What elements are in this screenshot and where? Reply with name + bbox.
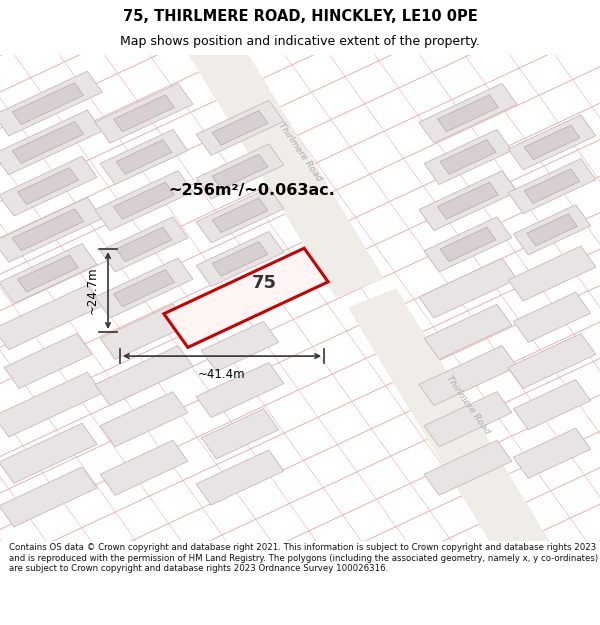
Polygon shape (17, 168, 79, 204)
Polygon shape (508, 159, 596, 214)
Polygon shape (0, 467, 97, 527)
Polygon shape (424, 304, 512, 359)
Polygon shape (437, 182, 499, 219)
Polygon shape (514, 428, 590, 478)
Polygon shape (113, 182, 175, 219)
Polygon shape (13, 121, 83, 163)
Polygon shape (212, 154, 268, 189)
Polygon shape (212, 198, 268, 232)
Polygon shape (212, 242, 268, 276)
Polygon shape (13, 209, 83, 251)
Polygon shape (424, 217, 512, 272)
Polygon shape (212, 111, 268, 145)
Polygon shape (419, 346, 517, 406)
Polygon shape (419, 258, 517, 318)
Text: 75, THIRLMERE ROAD, HINCKLEY, LE10 0PE: 75, THIRLMERE ROAD, HINCKLEY, LE10 0PE (122, 9, 478, 24)
Polygon shape (424, 129, 512, 184)
Polygon shape (419, 171, 517, 231)
Polygon shape (202, 409, 278, 459)
Polygon shape (196, 188, 284, 242)
Polygon shape (0, 285, 102, 349)
Text: ~24.7m: ~24.7m (86, 267, 99, 314)
Polygon shape (13, 82, 83, 124)
Polygon shape (100, 392, 188, 447)
Polygon shape (196, 231, 284, 286)
Polygon shape (196, 275, 284, 330)
Polygon shape (508, 333, 596, 389)
Polygon shape (196, 144, 284, 199)
Text: ~41.4m: ~41.4m (198, 368, 246, 381)
Polygon shape (100, 217, 188, 272)
Polygon shape (100, 129, 188, 184)
Polygon shape (514, 205, 590, 255)
Polygon shape (440, 140, 496, 174)
Polygon shape (524, 125, 580, 159)
Polygon shape (17, 255, 79, 292)
Polygon shape (424, 392, 512, 447)
Polygon shape (196, 101, 284, 156)
Polygon shape (0, 71, 102, 136)
Polygon shape (527, 214, 577, 246)
Polygon shape (186, 31, 384, 298)
Polygon shape (419, 83, 517, 143)
Polygon shape (196, 362, 284, 418)
Polygon shape (196, 450, 284, 505)
Polygon shape (95, 258, 193, 318)
Polygon shape (0, 423, 97, 483)
Polygon shape (514, 379, 590, 430)
Text: Thirlmere Road: Thirlmere Road (445, 374, 491, 436)
Text: Thirlmere Road: Thirlmere Road (277, 121, 323, 183)
Polygon shape (514, 292, 590, 342)
Polygon shape (348, 288, 552, 565)
Polygon shape (0, 110, 102, 175)
Polygon shape (4, 333, 92, 389)
Polygon shape (0, 244, 97, 304)
Text: Contains OS data © Crown copyright and database right 2021. This information is : Contains OS data © Crown copyright and d… (9, 543, 598, 573)
Polygon shape (113, 95, 175, 132)
Polygon shape (202, 321, 278, 371)
Polygon shape (100, 304, 188, 359)
Polygon shape (95, 83, 193, 143)
Polygon shape (100, 440, 188, 495)
Polygon shape (116, 140, 172, 174)
Polygon shape (508, 246, 596, 301)
Polygon shape (524, 169, 580, 203)
Text: Map shows position and indicative extent of the property.: Map shows position and indicative extent… (120, 35, 480, 48)
Text: 75: 75 (251, 274, 277, 292)
Polygon shape (508, 115, 596, 170)
Polygon shape (0, 198, 102, 262)
Polygon shape (95, 346, 193, 406)
Polygon shape (95, 171, 193, 231)
Polygon shape (116, 227, 172, 262)
Polygon shape (440, 227, 496, 262)
Polygon shape (113, 269, 175, 306)
Text: ~256m²/~0.063ac.: ~256m²/~0.063ac. (168, 184, 335, 199)
Polygon shape (424, 440, 512, 495)
Polygon shape (0, 156, 97, 216)
Polygon shape (0, 372, 102, 437)
Polygon shape (164, 248, 328, 348)
Polygon shape (437, 95, 499, 132)
